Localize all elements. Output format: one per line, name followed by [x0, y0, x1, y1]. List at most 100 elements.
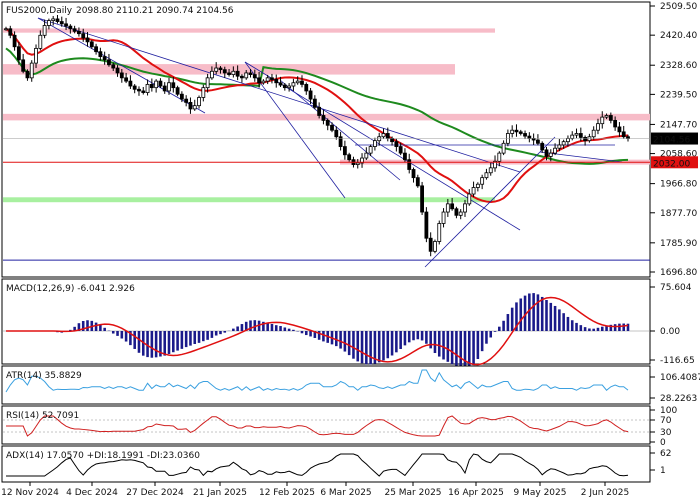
candle-body [205, 77, 210, 89]
macd-bar [159, 331, 162, 357]
macd-bar [300, 331, 304, 334]
macd-bar [219, 331, 222, 335]
candle-body [171, 82, 176, 89]
macd-bar [455, 331, 458, 367]
macd-bar [352, 331, 355, 359]
macd-bar [133, 331, 136, 349]
levels-layer [3, 138, 650, 261]
candle-body [291, 82, 296, 87]
macd-bar [339, 331, 342, 349]
candle-body [282, 84, 287, 89]
candle-body [141, 90, 146, 93]
candle-body [330, 124, 334, 131]
candle-body [420, 185, 424, 213]
macd-bar [240, 324, 244, 331]
macd-bar [116, 331, 119, 336]
macd-bar [493, 331, 497, 332]
timeframe-label: Daily [49, 6, 72, 16]
macd-bar [270, 323, 274, 331]
candle-body [210, 70, 214, 79]
candle-body [463, 203, 467, 213]
candle-body [214, 67, 219, 72]
candle-body [471, 187, 476, 195]
macd-bar [343, 331, 347, 352]
macd-bar [249, 320, 252, 331]
macd-bar [570, 320, 574, 331]
candle-body [561, 141, 566, 146]
trendline [539, 151, 623, 163]
macd-bar [528, 293, 531, 331]
candle-body [304, 83, 309, 92]
candle-body [626, 136, 630, 139]
candle-body [270, 77, 274, 80]
candle-body [312, 98, 317, 108]
candle-body [484, 172, 489, 179]
macd-bar [429, 331, 432, 349]
trendlines-layer [37, 17, 623, 268]
candle-body [364, 152, 369, 159]
symbol-label: FUS2000 [6, 6, 47, 16]
macd-bar [163, 331, 167, 356]
candle-body [51, 18, 56, 21]
macd-bar [232, 328, 235, 331]
candle-body [89, 41, 94, 48]
candle-body [137, 88, 141, 92]
date-axis: 12 Nov 2024 4 Dec 2024 27 Dec 2024 21 Jan 2… [1, 482, 629, 498]
candle-body [600, 116, 605, 125]
candle-body [373, 140, 377, 147]
candle-body [231, 70, 236, 75]
zone-band [3, 113, 650, 121]
candle-body [119, 72, 124, 79]
candle-body [12, 34, 17, 48]
macd-bar [167, 331, 171, 354]
macd-bar [322, 331, 325, 342]
candle-body [248, 72, 253, 75]
rsi-tick: 100 [660, 406, 677, 416]
candle-body [115, 67, 120, 74]
candle-body [38, 34, 43, 49]
candle-body [25, 70, 30, 79]
level-label: 2032.00 [653, 159, 690, 169]
atr-tick: 106.4087 [660, 373, 700, 383]
candle-body [16, 46, 21, 61]
macd-bar [356, 331, 360, 362]
candle-body [72, 28, 77, 32]
atr-line [5, 369, 629, 393]
candle-body [158, 80, 163, 87]
macd-bar [467, 331, 471, 369]
candle-body [424, 211, 429, 239]
candle-body [167, 82, 171, 92]
macd-bar [154, 331, 158, 358]
candle-body [437, 223, 442, 242]
macd-bar [566, 316, 570, 331]
price-tick-label: 2239.50 [660, 90, 697, 100]
macd-bar [558, 309, 561, 331]
candle-body [85, 37, 90, 43]
candle-body [201, 87, 206, 98]
candle-body [480, 177, 485, 185]
macd-label: MACD(12,26,9) -6.041 2.926 [6, 284, 135, 294]
candle-body [510, 129, 515, 134]
candle-body [428, 237, 433, 252]
candle-body [407, 159, 412, 170]
macd-bar [399, 331, 402, 349]
candle-body [570, 134, 575, 139]
candle-body [257, 77, 261, 84]
macd-bar [129, 331, 132, 346]
macd-bar [146, 331, 149, 358]
macd-bar [120, 331, 124, 339]
date-tick-label: 21 Jan 2025 [193, 488, 247, 498]
macd-bar [553, 305, 557, 331]
macd-bar [540, 296, 544, 331]
candle-body [145, 83, 150, 93]
macd-bar [214, 331, 218, 336]
candle-body [128, 80, 133, 87]
macd-bar [377, 331, 381, 363]
macd-bar [420, 331, 424, 341]
candle-body [501, 142, 506, 154]
candle-body [596, 123, 600, 131]
candle-body [107, 59, 111, 66]
trendline [37, 17, 521, 173]
candle-body [557, 144, 562, 149]
price-panel [1, 1, 651, 278]
